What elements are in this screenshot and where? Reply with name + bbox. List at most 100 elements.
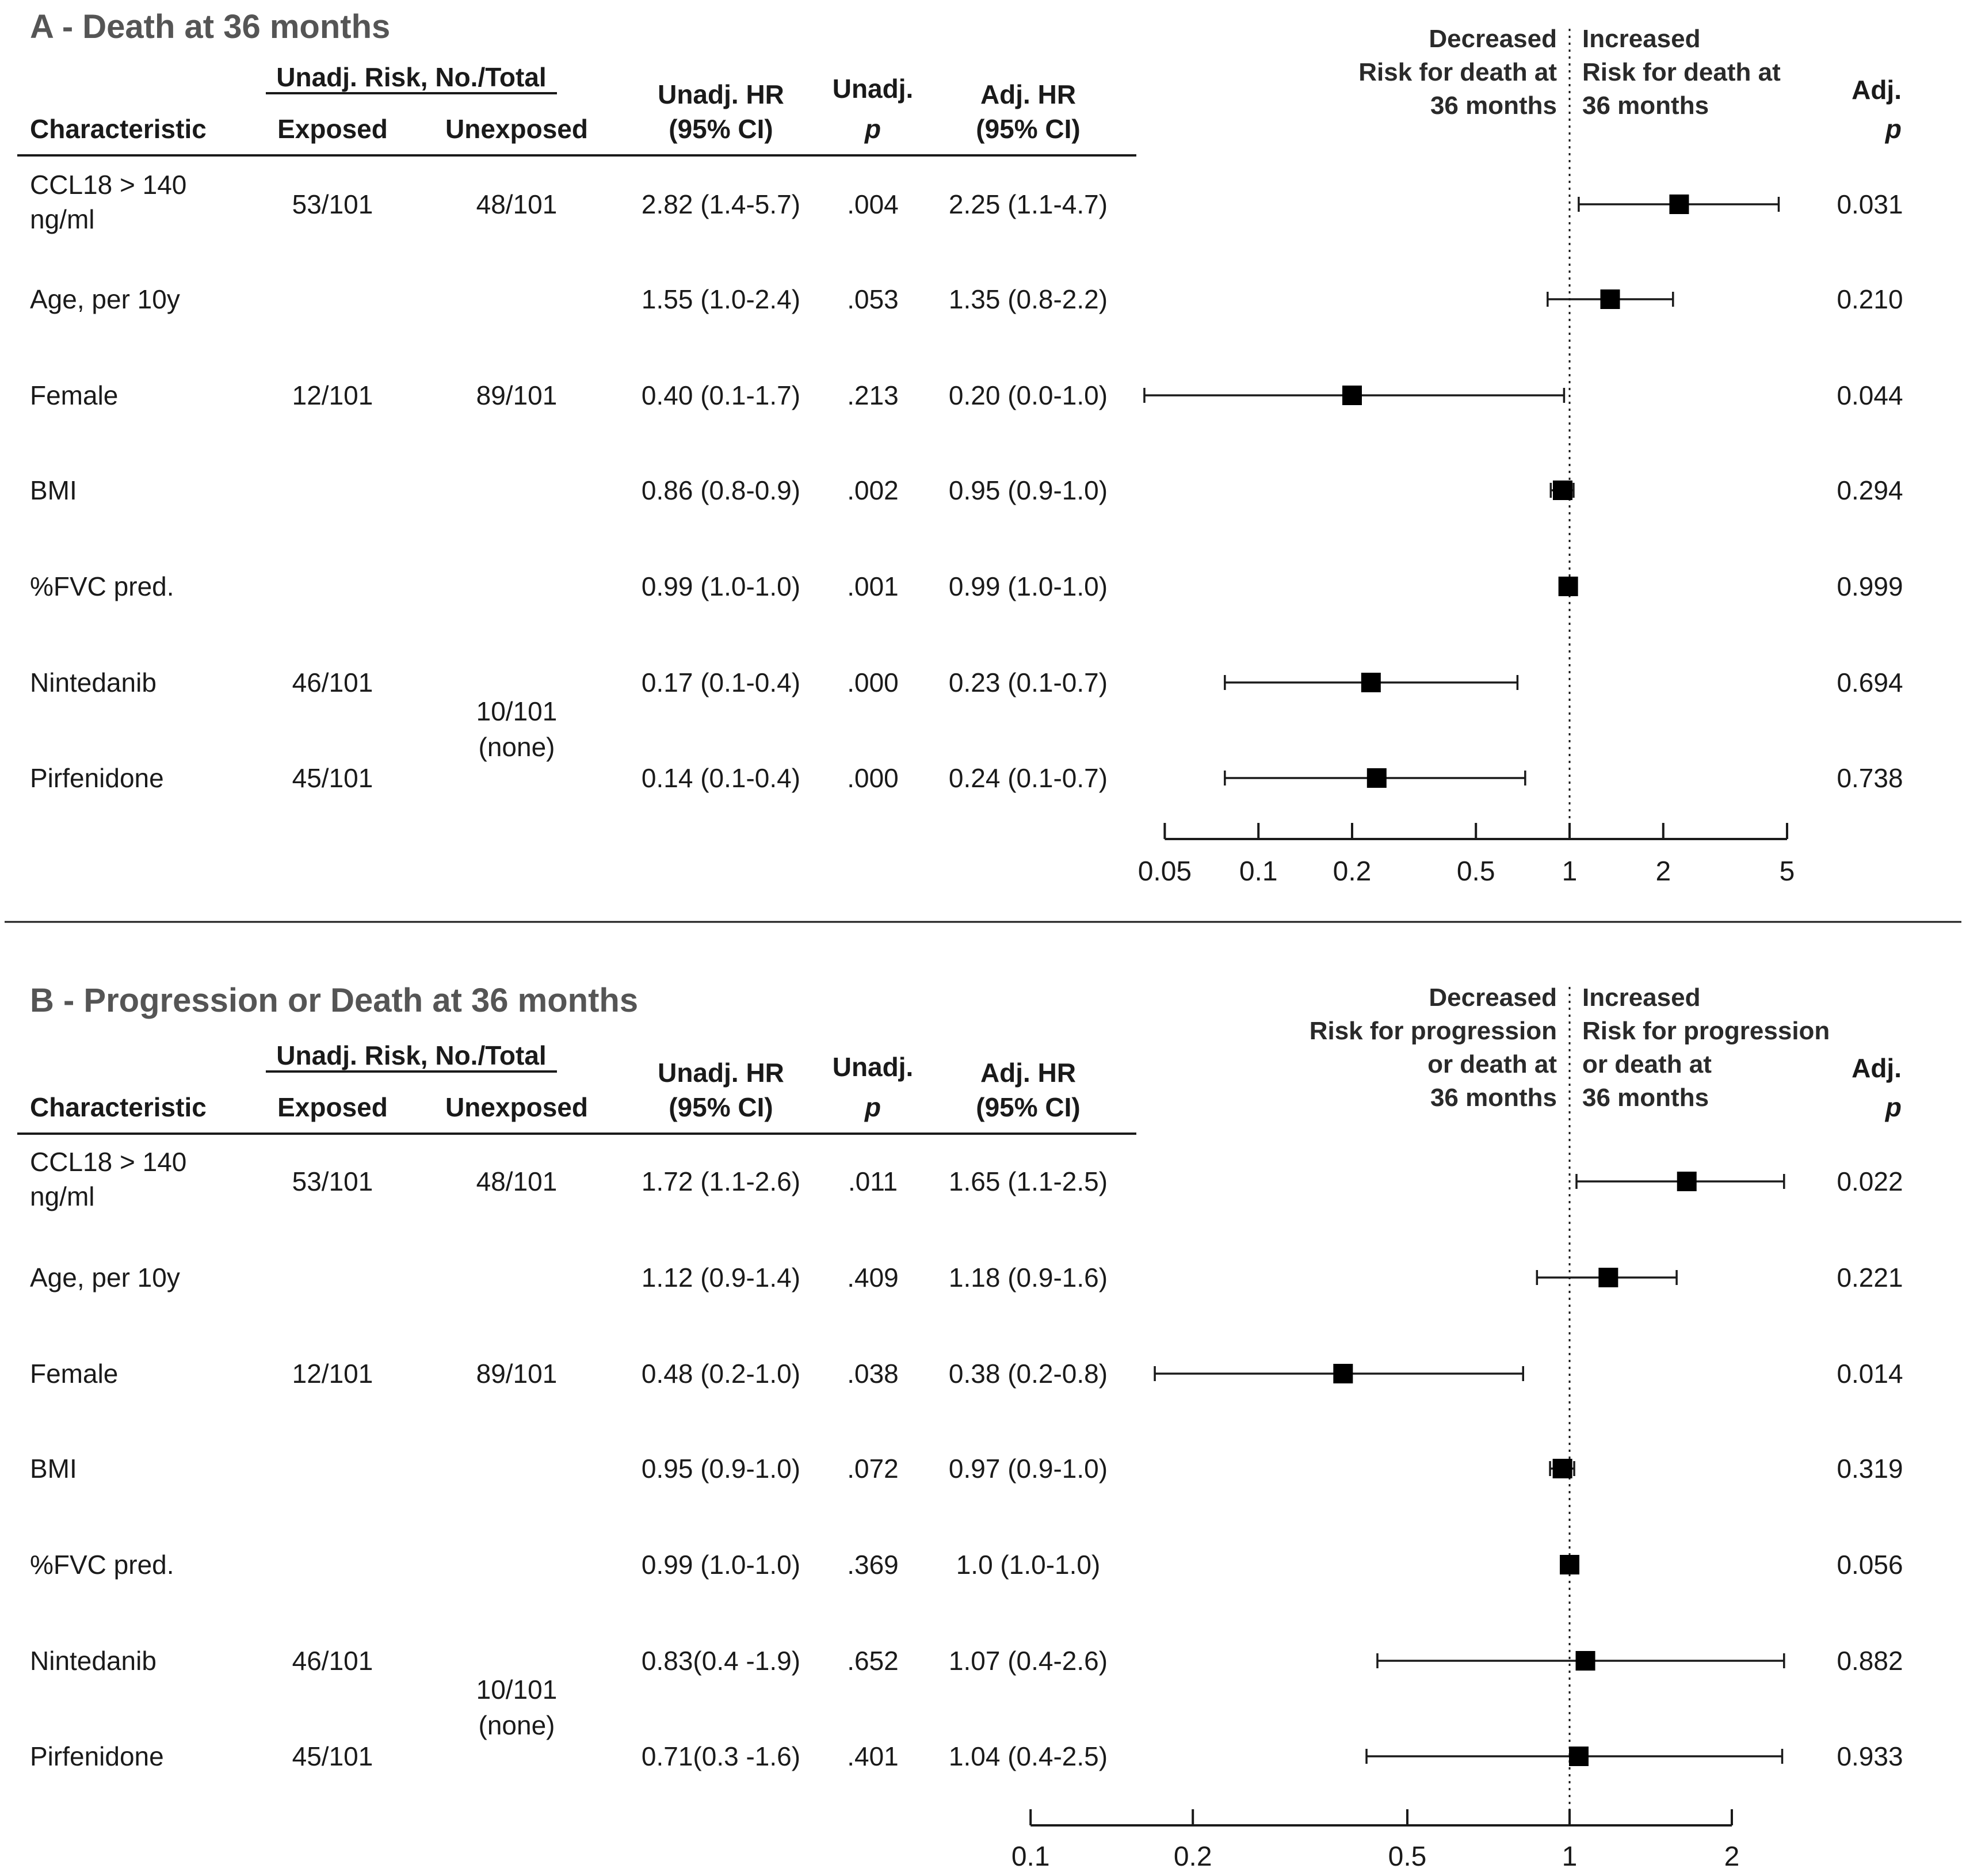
header-exposed: Exposed [277, 114, 388, 144]
row-label: Pirfenidone [30, 1741, 164, 1771]
panel-a: A - Death at 36 months Unadj. Risk, No./T… [17, 8, 1903, 887]
direction-label-increased: Risk for progression [1582, 1017, 1830, 1045]
row-adj-p: 0.014 [1837, 1359, 1903, 1389]
header-unadj-hr: Unadj. HR [658, 1058, 784, 1088]
x-axis-tick-label: 1 [1562, 856, 1578, 887]
row-adj-p: 0.933 [1837, 1741, 1903, 1771]
row-unadj-p: .001 [847, 571, 899, 601]
direction-label-increased: 36 months [1582, 91, 1709, 120]
row-adj-hr: 1.0 (1.0-1.0) [956, 1550, 1101, 1580]
row-adj-hr: 0.95 (0.9-1.0) [949, 475, 1108, 505]
hr-point-estimate [1558, 577, 1578, 596]
direction-label-decreased: 36 months [1430, 91, 1557, 120]
row-unadj-p: .053 [847, 284, 899, 314]
row-unadj-hr: 0.14 (0.1-0.4) [642, 763, 800, 793]
direction-label-decreased: Risk for death at [1358, 58, 1557, 86]
row-adj-p: 0.031 [1837, 189, 1903, 219]
row-adj-hr: 0.38 (0.2-0.8) [949, 1359, 1108, 1389]
row-adj-p: 0.738 [1837, 763, 1903, 793]
group-header: Unadj. Risk, No./Total [276, 1040, 546, 1070]
row-label: %FVC pred. [30, 571, 174, 601]
hr-point-estimate [1677, 1172, 1697, 1191]
row-label: Age, per 10y [30, 284, 180, 314]
row-unadj-p: .004 [847, 189, 899, 219]
row-adj-p: 0.056 [1837, 1550, 1903, 1580]
hr-point-estimate [1366, 768, 1387, 788]
direction-label-increased: 36 months [1582, 1084, 1709, 1112]
row-exposed: 53/101 [292, 189, 373, 219]
header-adj-p-symbol: p [1884, 114, 1902, 144]
direction-label-increased: Risk for death at [1582, 58, 1781, 86]
row-label: BMI [30, 475, 77, 505]
hr-point-estimate [1560, 1555, 1579, 1574]
table-row: CCL18 > 140 ng/ml 53/101 48/101 1.72 (1.1-2.… [30, 1147, 1903, 1211]
hr-point-estimate [1552, 481, 1572, 500]
table-row: %FVC pred. 0.99 (1.0-1.0) .369 1.0 (1.0-1.0… [30, 1550, 1903, 1580]
row-unadj-hr: 0.95 (0.9-1.0) [642, 1454, 800, 1484]
row-adj-hr: 0.23 (0.1-0.7) [949, 668, 1108, 697]
row-unadj-p: .011 [848, 1166, 898, 1196]
header-adj-p: Adj. [1852, 1053, 1902, 1083]
row-exposed: 12/101 [292, 380, 373, 410]
row-label: Female [30, 1359, 118, 1389]
hr-point-estimate [1342, 386, 1362, 405]
direction-label-increased: Increased [1582, 983, 1700, 1012]
row-adj-hr: 1.07 (0.4-2.6) [949, 1646, 1108, 1676]
row-label: CCL18 > 140 [30, 1147, 186, 1177]
row-exposed: 53/101 [292, 1166, 373, 1196]
row-label: Female [30, 380, 118, 410]
table-row: Age, per 10y 1.55 (1.0-2.4) .053 1.35 (0.8-… [30, 284, 1903, 314]
hr-point-estimate [1598, 1268, 1618, 1287]
row-unadj-p: .072 [847, 1454, 899, 1484]
row-unadj-hr: 0.83(0.4 -1.9) [642, 1646, 800, 1676]
row-adj-p: 0.999 [1837, 571, 1903, 601]
hr-point-estimate [1600, 289, 1620, 309]
header-unadj-hr: Unadj. HR [658, 79, 784, 109]
header-unadj-p: Unadj. [833, 1052, 914, 1082]
table-row: Female 12/101 89/101 0.40 (0.1-1.7) .213 0.20… [30, 380, 1903, 410]
direction-label-increased: or death at [1582, 1050, 1712, 1078]
hr-point-estimate [1361, 673, 1381, 692]
header-characteristic: Characteristic [30, 114, 207, 144]
x-axis-tick-label: 0.2 [1333, 856, 1372, 887]
table-row: BMI 0.95 (0.9-1.0) .072 0.97 (0.9-1.0) 0.319 [30, 1454, 1903, 1484]
row-unexposed: 89/101 [476, 1359, 558, 1389]
row-adj-hr: 1.04 (0.4-2.5) [949, 1741, 1108, 1771]
row-adj-hr: 0.97 (0.9-1.0) [949, 1454, 1108, 1484]
row-unexposed: 48/101 [476, 1166, 558, 1196]
row-unadj-p: .369 [847, 1550, 899, 1580]
x-axis-tick-label: 2 [1724, 1841, 1740, 1872]
table-row: BMI 0.86 (0.8-0.9) .002 0.95 (0.9-1.0) 0.294 [30, 475, 1903, 505]
row-label: Pirfenidone [30, 763, 164, 793]
header-adj-hr: Adj. HR [980, 79, 1076, 109]
row-unadj-p: .000 [847, 763, 899, 793]
row-unexposed: 89/101 [476, 380, 558, 410]
table-row: Nintedanib 46/101 0.17 (0.1-0.4) .000 0.23 (… [30, 668, 1903, 697]
row-adj-hr: 1.18 (0.9-1.6) [949, 1263, 1108, 1292]
group-header: Unadj. Risk, No./Total [276, 62, 546, 92]
row-unadj-p: .002 [847, 475, 899, 505]
x-axis-tick-label: 0.1 [1011, 1841, 1050, 1872]
row-unadj-hr: 2.82 (1.4-5.7) [642, 189, 800, 219]
direction-label-increased: Increased [1582, 25, 1700, 53]
header-unexposed: Unexposed [445, 114, 588, 144]
x-axis-tick-label: 0.2 [1174, 1841, 1212, 1872]
row-adj-p: 0.694 [1837, 668, 1903, 697]
row-unadj-hr: 0.86 (0.8-0.9) [642, 475, 800, 505]
row-unadj-hr: 0.71(0.3 -1.6) [642, 1741, 800, 1771]
hr-point-estimate [1575, 1651, 1595, 1671]
shared-unexposed: 10/101 [476, 1675, 558, 1705]
row-exposed: 45/101 [292, 763, 373, 793]
panel-b: B - Progression or Death at 36 months Una… [17, 982, 1903, 1872]
x-axis-tick-label: 1 [1562, 1841, 1578, 1872]
row-label: ng/ml [30, 1181, 94, 1211]
row-unadj-p: .652 [847, 1646, 899, 1676]
row-unadj-hr: 0.40 (0.1-1.7) [642, 380, 800, 410]
row-unadj-p: .038 [847, 1359, 899, 1389]
header-exposed: Exposed [277, 1092, 388, 1122]
table-row: Pirfenidone 45/101 0.14 (0.1-0.4) .000 0.24 … [30, 763, 1903, 793]
row-exposed: 45/101 [292, 1741, 373, 1771]
row-adj-hr: 0.20 (0.0-1.0) [949, 380, 1108, 410]
row-adj-hr: 1.65 (1.1-2.5) [949, 1166, 1108, 1196]
